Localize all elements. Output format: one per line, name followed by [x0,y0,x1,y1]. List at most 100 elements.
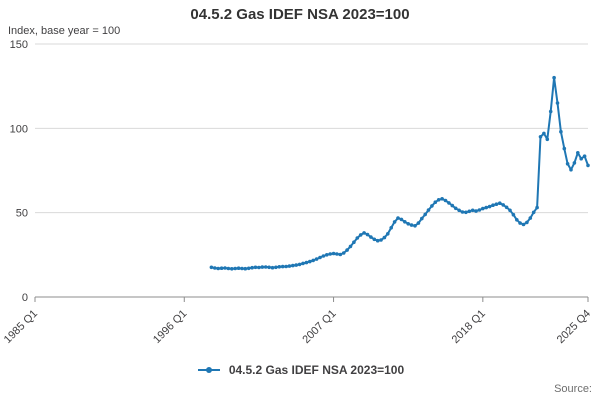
data-point [565,162,570,166]
x-tick-label: 2025 Q4 [555,308,593,346]
data-point [345,248,349,252]
data-point [358,233,363,237]
data-point [267,265,271,270]
data-point [528,216,533,220]
data-point [348,244,353,249]
data-point [576,151,580,155]
data-point [213,266,217,270]
data-point [341,251,346,255]
data-point [582,154,587,158]
data-point [386,232,390,236]
data-point [277,265,282,269]
data-point [501,203,506,207]
data-point [474,209,478,213]
data-point [453,206,458,211]
data-point [447,201,451,205]
data-point [538,135,543,139]
legend-label: 04.5.2 Gas IDEF NSA 2023=100 [228,363,405,377]
data-point [481,206,485,211]
data-point [287,264,292,268]
data-point [308,259,312,264]
data-point [423,212,428,217]
data-point [498,201,502,205]
data-point [209,265,214,270]
data-point [338,252,343,257]
data-point [562,146,567,151]
data-point [460,210,465,214]
data-point [579,156,583,161]
data-point [223,266,227,270]
data-point [504,205,509,210]
data-point [335,252,339,256]
data-point [219,266,224,271]
data-point [433,200,438,204]
y-tick-label: 0 [22,292,28,304]
data-point [318,255,322,260]
data-point [420,216,424,221]
data-point [301,261,305,266]
data-point [246,266,251,271]
data-point [294,263,299,267]
data-point [491,203,495,207]
data-point [352,240,356,244]
y-tick-label: 100 [10,123,28,135]
data-point [399,217,404,222]
data-point [545,137,550,142]
data-point [297,262,302,267]
data-point [263,265,268,269]
data-point [518,221,522,225]
data-point [430,204,434,208]
source-label: Source: [554,383,592,395]
data-point [389,226,394,230]
legend: 04.5.2 Gas IDEF NSA 2023=100 [0,363,600,377]
data-point [457,208,461,213]
data-point [396,216,400,220]
data-point [325,253,329,257]
data-point [487,204,492,209]
data-point [464,210,468,215]
data-point [291,263,295,268]
data-point [250,265,254,270]
line-chart-plot-area: 0 50 100 150 1985 Q1 1996 Q1 2007 Q1 2018 Q1 202… [2,39,593,346]
data-point [375,238,380,243]
data-point [426,208,431,212]
data-point [236,266,241,271]
data-point [521,222,526,227]
data-point [253,265,258,270]
data-point [440,197,444,201]
data-point [233,266,237,271]
data-point [257,265,261,270]
data-point [413,224,417,228]
data-point [331,251,336,256]
data-point [548,109,553,114]
data-line-gas-idef [210,76,589,270]
data-point [494,202,499,206]
data-point [535,205,539,210]
data-point [362,231,366,235]
data-point [511,212,516,217]
data-point [311,258,316,263]
data-point [403,220,407,224]
data-point [470,208,475,213]
data-point [450,203,455,208]
data-point [270,265,275,270]
data-point [467,209,472,214]
data-point [240,266,244,271]
data-point [230,267,234,271]
data-point [314,257,319,261]
y-axis-note: Index, base year = 100 [8,25,121,37]
data-point [274,265,278,270]
data-point [569,167,573,172]
data-point [260,265,265,269]
data-point [392,220,397,224]
data-point [226,266,231,271]
data-point [372,237,377,242]
data-point [284,264,288,269]
data-point [379,238,383,242]
data-point [409,223,414,227]
x-tick-label: 1996 Q1 [151,308,189,346]
x-tick-label: 2007 Q1 [300,308,338,346]
data-point [243,266,248,271]
data-point [416,221,421,225]
